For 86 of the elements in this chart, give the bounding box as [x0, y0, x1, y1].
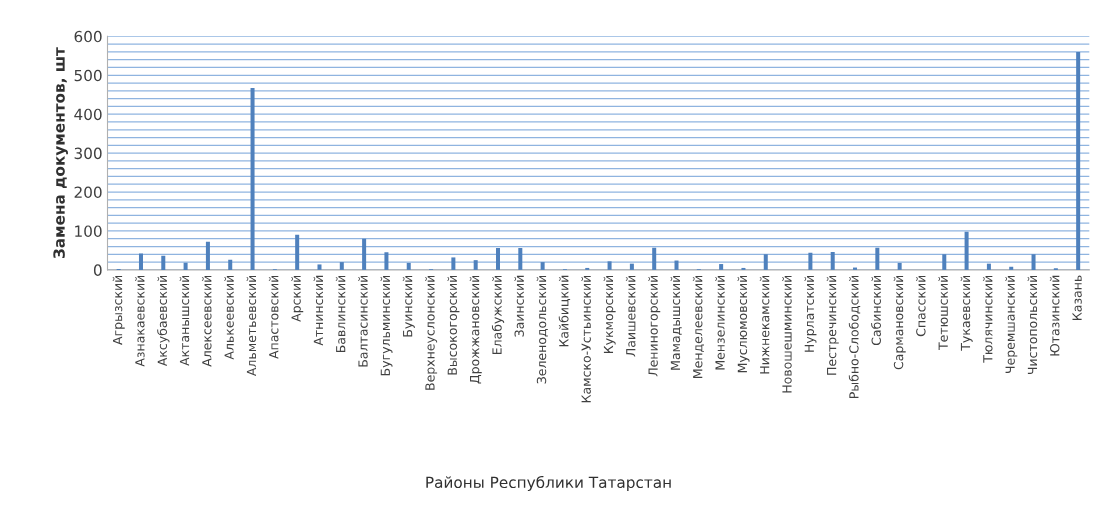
x-tick-label: Нурлатский	[804, 275, 817, 352]
bar	[138, 253, 143, 270]
bar	[964, 231, 969, 270]
x-tick-label: Елабужский	[491, 275, 505, 355]
x-tick-label: Альметьевский	[246, 275, 257, 377]
bar	[495, 248, 501, 270]
x-tick-label: Атнинский	[313, 275, 324, 346]
bar	[406, 262, 411, 270]
x-tick-label: Сармановский	[893, 275, 906, 370]
x-tick-label: Спасский	[915, 275, 926, 337]
bar	[830, 251, 835, 270]
bar	[384, 252, 389, 270]
x-tick-label: Актанышский	[179, 275, 190, 366]
y-tick-label: 200	[74, 186, 102, 199]
bar	[540, 262, 545, 270]
x-tick-label: Тетюшский	[938, 275, 948, 351]
bar	[607, 261, 612, 270]
bar	[295, 234, 300, 270]
x-tick-label: Агрызский	[112, 275, 125, 345]
bar	[518, 248, 523, 270]
bar	[652, 247, 657, 270]
x-tick-label: Лениногорский	[648, 275, 661, 377]
bar	[317, 264, 322, 270]
x-tick-label: Лаишевский	[625, 275, 636, 357]
x-tick-label: Пестречинский	[826, 275, 839, 375]
bar	[183, 262, 188, 270]
x-tick-label: Высокогорский	[447, 275, 460, 375]
x-tick-label: Камско-Устьинский	[581, 275, 591, 403]
bar	[339, 262, 344, 270]
x-tick-label: Тукаевский	[960, 275, 973, 351]
bar	[629, 263, 634, 270]
bar	[362, 238, 367, 270]
x-tick-label: Буинский	[402, 275, 415, 337]
x-tick-label: Казань	[1072, 275, 1082, 320]
x-tick-label: Арский	[291, 275, 304, 322]
bar	[1031, 254, 1036, 270]
x-tick-label: Дрожжановский	[469, 275, 482, 384]
x-tick-label: Мамадышский	[670, 275, 682, 370]
x-tick-label: Нижнекамский	[759, 275, 770, 374]
bar	[808, 252, 813, 270]
bar	[897, 262, 902, 270]
x-tick-label: Сабинский	[871, 275, 881, 346]
bar	[1076, 51, 1081, 270]
bar	[473, 260, 478, 270]
y-tick-label: 400	[74, 108, 102, 121]
x-tick-label: Черемшанский	[1005, 275, 1018, 373]
x-tick-label: Балтасинский	[358, 275, 368, 367]
x-tick-label: Ютазинский	[1049, 275, 1060, 356]
x-axis-title: Районы Республики Татарстан	[426, 475, 671, 492]
bar	[161, 255, 166, 270]
x-tick-label: Мензелинский	[715, 275, 725, 370]
x-tick-label: Апастовский	[268, 275, 279, 359]
x-tick-label: Верхнеуслонский	[425, 275, 438, 390]
x-tick-label: Заинский	[514, 275, 524, 337]
x-tick-label: Новошешминский	[782, 275, 792, 393]
bar	[674, 260, 679, 270]
y-tick-label: 100	[75, 225, 102, 237]
x-tick-label: Бавлинский	[335, 275, 346, 353]
bar	[942, 254, 947, 270]
x-tick-label: Менделеевский	[692, 275, 704, 378]
x-tick-label: Муслюмовский	[737, 275, 750, 373]
x-tick-label: Кукморский	[603, 275, 616, 354]
bar	[763, 254, 768, 270]
x-tick-label: Рыбно-Слободский	[848, 275, 861, 398]
x-tick-label: Алькеевский	[224, 275, 234, 360]
bar	[228, 259, 233, 270]
x-tick-label: Алексеевский	[201, 275, 212, 367]
y-tick-label: 0	[93, 264, 102, 276]
bar	[986, 263, 991, 270]
x-tick-label: Чистопольский	[1027, 275, 1038, 375]
bar	[875, 247, 880, 270]
x-tick-label: Бугульминский	[380, 275, 393, 376]
bar	[250, 88, 255, 270]
x-tick-label: Зеленодольский	[536, 275, 548, 384]
y-tick-label: 300	[74, 147, 102, 160]
bar	[719, 264, 724, 270]
y-axis-title: Замена документов, шт	[53, 47, 68, 259]
bar	[451, 257, 456, 270]
y-tick-label: 500	[74, 69, 102, 82]
bar	[205, 241, 210, 270]
bar	[1009, 266, 1014, 270]
x-tick-label: Азнакаевский	[134, 275, 145, 367]
x-tick-label: Аксубаевский	[157, 275, 170, 367]
y-tick-label: 600	[74, 30, 102, 43]
x-tick-label: Кайбицкий	[558, 275, 571, 347]
x-tick-label: Тюлячинский	[982, 275, 993, 363]
